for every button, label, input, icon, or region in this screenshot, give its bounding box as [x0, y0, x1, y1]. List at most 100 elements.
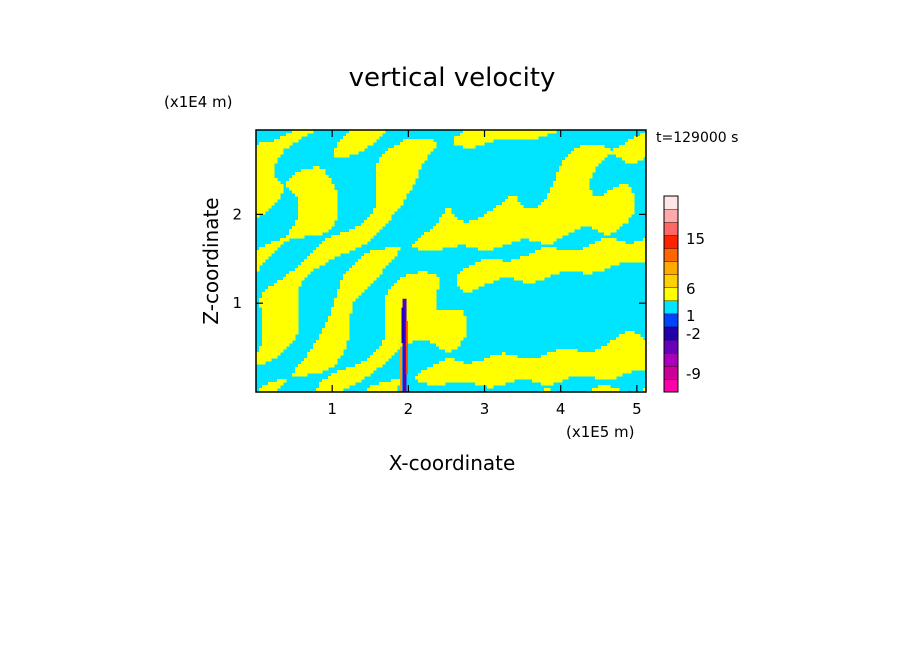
field-cell — [418, 304, 422, 308]
field-cell — [385, 325, 389, 329]
field-cell — [394, 385, 398, 389]
field-cell — [619, 370, 623, 374]
field-cell — [334, 385, 338, 389]
field-cell — [550, 250, 554, 254]
field-cell — [388, 310, 392, 314]
field-cell — [448, 310, 452, 314]
field-cell — [364, 283, 368, 287]
field-cell — [574, 166, 578, 170]
field-cell — [445, 223, 449, 227]
field-cell — [298, 283, 302, 287]
field-cell — [604, 364, 608, 368]
field-cell — [379, 172, 383, 176]
field-cell — [553, 370, 557, 374]
field-cell — [406, 190, 410, 194]
field-cell — [637, 367, 641, 371]
field-cell — [265, 352, 269, 356]
field-cell — [523, 277, 527, 281]
field-cell — [298, 277, 302, 281]
field-cell — [556, 223, 560, 227]
field-cell — [349, 268, 353, 272]
field-cell — [526, 367, 530, 371]
field-cell — [592, 211, 596, 215]
field-cell — [472, 361, 476, 365]
field-cell — [574, 205, 578, 209]
field-cell — [310, 262, 314, 266]
field-cell — [340, 292, 344, 296]
field-cell — [346, 295, 350, 299]
field-cell — [493, 130, 497, 134]
field-cell — [424, 316, 428, 320]
field-cell — [316, 190, 320, 194]
field-cell — [553, 376, 557, 380]
field-cell — [559, 211, 563, 215]
field-cell — [487, 265, 491, 269]
field-cell — [622, 244, 626, 248]
field-cell — [577, 193, 581, 197]
field-cell — [634, 343, 638, 347]
field-cell — [499, 370, 503, 374]
field-cell — [268, 160, 272, 164]
field-cell — [619, 253, 623, 257]
field-cell — [325, 256, 329, 260]
field-cell — [295, 139, 299, 143]
field-cell — [274, 145, 278, 149]
field-cell — [430, 319, 434, 323]
field-cell — [397, 316, 401, 320]
field-cell — [271, 244, 275, 248]
field-cell — [319, 211, 323, 215]
field-cell — [460, 322, 464, 326]
field-cell — [268, 355, 272, 359]
field-cell — [265, 160, 269, 164]
field-cell — [517, 235, 521, 239]
field-cell — [532, 379, 536, 383]
field-cell — [472, 130, 476, 134]
field-cell — [631, 211, 635, 215]
field-cell — [622, 358, 626, 362]
field-cell — [490, 265, 494, 269]
field-cell — [544, 253, 548, 257]
field-cell — [430, 301, 434, 305]
field-cell — [343, 148, 347, 152]
field-cell — [553, 232, 557, 236]
field-cell — [463, 274, 467, 278]
field-cell — [640, 151, 644, 155]
field-cell — [601, 370, 605, 374]
field-cell — [613, 226, 617, 230]
field-cell — [505, 211, 509, 215]
field-cell — [508, 370, 512, 374]
field-cell — [271, 289, 275, 293]
field-cell — [322, 175, 326, 179]
field-cell — [268, 310, 272, 314]
field-cell — [433, 295, 437, 299]
field-cell — [358, 364, 362, 368]
field-cell — [484, 382, 488, 386]
field-cell — [301, 211, 305, 215]
field-cell — [301, 262, 305, 266]
field-cell — [334, 247, 338, 251]
field-cell — [316, 220, 320, 224]
field-cell — [262, 190, 266, 194]
field-cell — [637, 241, 641, 245]
field-cell — [622, 346, 626, 350]
field-cell — [580, 373, 584, 377]
field-cell — [622, 208, 626, 212]
field-cell — [487, 214, 491, 218]
field-cell — [268, 343, 272, 347]
field-cell — [550, 367, 554, 371]
field-cell — [376, 385, 380, 389]
field-cell — [457, 223, 461, 227]
field-cell — [400, 301, 404, 305]
field-cell — [478, 373, 482, 377]
field-cell — [586, 256, 590, 260]
field-cell — [613, 346, 617, 350]
field-cell — [340, 343, 344, 347]
field-cell — [625, 364, 629, 368]
field-cell — [349, 148, 353, 152]
field-cell — [598, 244, 602, 248]
field-cell — [511, 262, 515, 266]
field-cell — [583, 178, 587, 182]
field-cell — [352, 241, 356, 245]
field-cell — [589, 262, 593, 266]
field-cell — [637, 343, 641, 347]
